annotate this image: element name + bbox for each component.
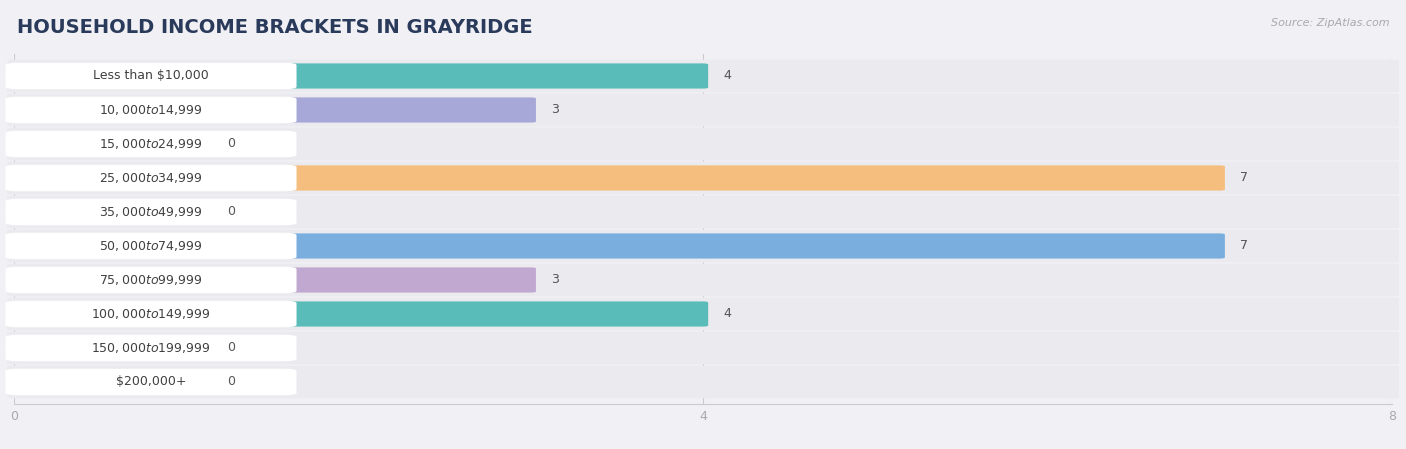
Text: 0: 0 (226, 375, 235, 388)
Text: $150,000 to $199,999: $150,000 to $199,999 (91, 341, 211, 355)
FancyBboxPatch shape (6, 63, 297, 89)
Text: 3: 3 (551, 273, 560, 286)
Text: 7: 7 (1240, 172, 1249, 185)
FancyBboxPatch shape (8, 199, 211, 224)
FancyBboxPatch shape (8, 165, 1225, 190)
FancyBboxPatch shape (8, 335, 211, 361)
Text: 0: 0 (226, 342, 235, 355)
FancyBboxPatch shape (7, 196, 1399, 228)
Text: $25,000 to $34,999: $25,000 to $34,999 (100, 171, 202, 185)
Text: Source: ZipAtlas.com: Source: ZipAtlas.com (1271, 18, 1389, 28)
Text: $200,000+: $200,000+ (115, 375, 186, 388)
FancyBboxPatch shape (7, 332, 1399, 364)
FancyBboxPatch shape (6, 267, 297, 293)
Text: 4: 4 (724, 308, 731, 321)
FancyBboxPatch shape (6, 369, 297, 395)
Text: 4: 4 (724, 70, 731, 83)
FancyBboxPatch shape (7, 162, 1399, 194)
FancyBboxPatch shape (6, 199, 297, 225)
Text: $75,000 to $99,999: $75,000 to $99,999 (100, 273, 202, 287)
Text: $10,000 to $14,999: $10,000 to $14,999 (100, 103, 202, 117)
FancyBboxPatch shape (8, 63, 709, 88)
FancyBboxPatch shape (6, 131, 297, 157)
FancyBboxPatch shape (7, 365, 1399, 398)
Text: 3: 3 (551, 103, 560, 116)
FancyBboxPatch shape (7, 128, 1399, 160)
Text: $50,000 to $74,999: $50,000 to $74,999 (100, 239, 202, 253)
FancyBboxPatch shape (6, 335, 297, 361)
FancyBboxPatch shape (6, 233, 297, 259)
FancyBboxPatch shape (7, 60, 1399, 92)
FancyBboxPatch shape (6, 97, 297, 123)
FancyBboxPatch shape (8, 370, 211, 395)
Text: $35,000 to $49,999: $35,000 to $49,999 (100, 205, 202, 219)
Text: Less than $10,000: Less than $10,000 (93, 70, 209, 83)
FancyBboxPatch shape (8, 132, 211, 157)
Text: 7: 7 (1240, 239, 1249, 252)
Text: HOUSEHOLD INCOME BRACKETS IN GRAYRIDGE: HOUSEHOLD INCOME BRACKETS IN GRAYRIDGE (17, 18, 533, 37)
FancyBboxPatch shape (6, 301, 297, 327)
FancyBboxPatch shape (8, 268, 536, 293)
Text: $100,000 to $149,999: $100,000 to $149,999 (91, 307, 211, 321)
FancyBboxPatch shape (7, 230, 1399, 262)
Text: 0: 0 (226, 137, 235, 150)
FancyBboxPatch shape (7, 94, 1399, 126)
FancyBboxPatch shape (7, 264, 1399, 296)
FancyBboxPatch shape (6, 165, 297, 191)
FancyBboxPatch shape (8, 233, 1225, 259)
Text: $15,000 to $24,999: $15,000 to $24,999 (100, 137, 202, 151)
FancyBboxPatch shape (8, 97, 536, 123)
Text: 0: 0 (226, 206, 235, 219)
FancyBboxPatch shape (7, 298, 1399, 330)
FancyBboxPatch shape (8, 301, 709, 326)
